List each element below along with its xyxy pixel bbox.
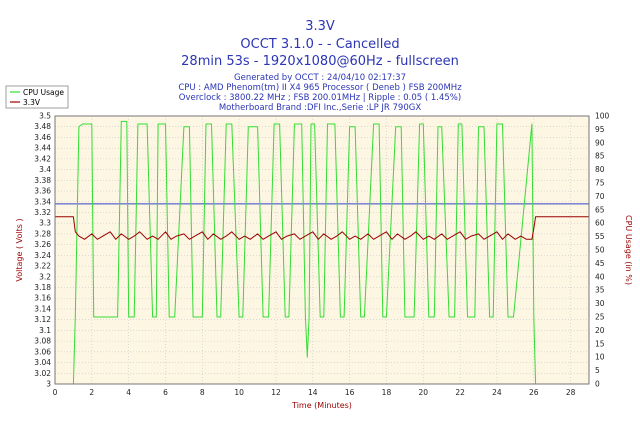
plot-frame [54, 115, 590, 385]
x-tick-label: 0 [53, 388, 58, 397]
x-tick-label: 6 [163, 388, 168, 397]
x-tick-label: 22 [455, 388, 465, 397]
y-right-tick-label: 100 [595, 112, 610, 121]
y-right-tick-label: 40 [595, 272, 605, 281]
y-left-tick-label: 3.08 [34, 337, 51, 346]
legend-entry-cpu-usage: CPU Usage [23, 88, 64, 97]
y-right-tick-label: 65 [595, 205, 605, 214]
y-left-tick-label: 3.48 [34, 122, 51, 131]
x-tick-label: 20 [419, 388, 429, 397]
y-right-tick-label: 5 [595, 366, 600, 375]
chart-subtitle-2: 28min 53s - 1920x1080@60Hz - fullscreen [181, 54, 459, 69]
y-left-tick-label: 3.32 [34, 208, 51, 217]
info-motherboard: Motherboard Brand :DFI Inc.,Serie :LP JR… [219, 103, 421, 113]
y-left-tick-label: 3 [46, 380, 51, 389]
y-left-tick-label: 3.26 [34, 240, 51, 249]
x-tick-label: 8 [200, 388, 205, 397]
y-left-tick-label: 3.2 [39, 272, 51, 281]
y-left-tick-label: 3.28 [34, 229, 51, 238]
y-left-tick-label: 3.34 [34, 197, 51, 206]
legend-entry-3-3v: 3.3V [23, 98, 41, 107]
y-right-tick-label: 50 [595, 246, 605, 255]
y-left-tick-label: 3.14 [34, 304, 51, 313]
y-left-tick-label: 3.22 [34, 262, 51, 271]
y-right-tick-label: 20 [595, 326, 605, 335]
x-tick-label: 28 [566, 388, 576, 397]
x-tick-label: 26 [529, 388, 539, 397]
y-left-tick-label: 3.06 [34, 347, 51, 356]
y-left-tick-label: 3.36 [34, 187, 51, 196]
y-left-tick-label: 3.1 [39, 326, 51, 335]
info-overclock: Overclock : 3800.22 MHz ; FSB 200.01MHz … [179, 93, 461, 103]
x-tick-label: 16 [345, 388, 355, 397]
y-right-tick-label: 75 [595, 179, 605, 188]
y-right-tick-label: 0 [595, 380, 600, 389]
x-tick-label: 12 [271, 388, 281, 397]
y-right-tick-label: 10 [595, 353, 605, 362]
x-tick-label: 14 [308, 388, 318, 397]
y-left-tick-label: 3.42 [34, 154, 51, 163]
y-right-tick-label: 25 [595, 313, 605, 322]
chart-subtitle-1: OCCT 3.1.0 - - Cancelled [240, 37, 399, 52]
series-line-cpu-usage [55, 120, 537, 385]
plot-area [55, 116, 589, 384]
x-axis-label: Time (Minutes) [291, 401, 352, 410]
y-right-tick-label: 70 [595, 192, 605, 201]
y-right-tick-label: 95 [595, 125, 605, 134]
y-left-tick-label: 3.46 [34, 133, 51, 142]
y-right-tick-label: 15 [595, 339, 605, 348]
legend: CPU Usage 3.3V [5, 85, 69, 109]
y-right-tick-label: 90 [595, 138, 605, 147]
y-right-tick-label: 30 [595, 299, 605, 308]
y-axis-right-label: CPU Usage (in %) [624, 215, 633, 285]
series-line-3-3v [55, 216, 589, 240]
y-left-tick-label: 3.3 [39, 219, 51, 228]
x-tick-label: 24 [492, 388, 502, 397]
info-cpu: CPU : AMD Phenom(tm) II X4 965 Processor… [178, 83, 462, 93]
x-tick-label: 18 [382, 388, 392, 397]
y-left-tick-label: 3.02 [34, 369, 51, 378]
y-right-tick-label: 85 [595, 152, 605, 161]
y-left-tick-label: 3.24 [34, 251, 51, 260]
y-left-tick-label: 3.38 [34, 176, 51, 185]
y-left-tick-label: 3.4 [39, 165, 51, 174]
chart-title: 3.3V [305, 19, 335, 34]
y-left-tick-label: 3.04 [34, 358, 51, 367]
left-axis-ticks: 33.023.043.063.083.13.123.143.163.183.23… [34, 112, 51, 389]
info-generated: Generated by OCCT : 24/04/10 02:17:37 [234, 73, 406, 83]
legend-box [5, 85, 69, 109]
x-axis-ticks: 0 2 4 6 8 10 12 14 16 18 20 22 24 26 28 [53, 388, 576, 397]
y-left-tick-label: 3.12 [34, 315, 51, 324]
y-left-tick-label: 3.16 [34, 294, 51, 303]
y-axis-left-label: Voltage ( Volts ) [15, 218, 24, 281]
gridlines [54, 115, 589, 385]
y-right-tick-label: 80 [595, 165, 605, 174]
y-right-tick-label: 35 [595, 286, 605, 295]
right-axis-ticks: 0 5 10 15 20 25 30 35 40 45 50 55 60 65 70 75 80 85 90 95 10… [595, 112, 610, 389]
y-left-tick-label: 3.18 [34, 283, 51, 292]
series-layer [55, 120, 589, 385]
y-right-tick-label: 55 [595, 232, 605, 241]
y-left-tick-label: 3.44 [34, 144, 51, 153]
x-tick-label: 2 [89, 388, 94, 397]
y-right-tick-label: 60 [595, 219, 605, 228]
y-right-tick-label: 45 [595, 259, 605, 268]
x-tick-label: 4 [126, 388, 131, 397]
y-left-tick-label: 3.5 [39, 112, 51, 121]
x-tick-label: 10 [234, 388, 244, 397]
